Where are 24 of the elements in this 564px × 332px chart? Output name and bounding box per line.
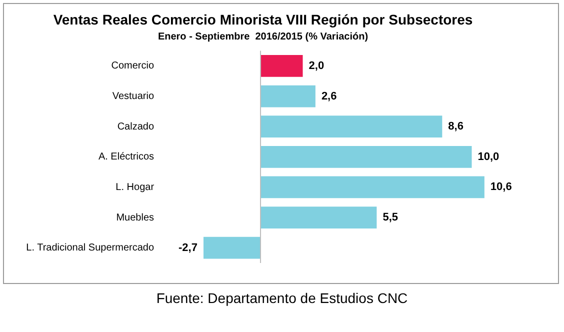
bar bbox=[260, 55, 303, 77]
y-tick-label: Vestuario bbox=[112, 91, 154, 102]
y-tick-label: Calzado bbox=[117, 121, 154, 132]
bar bbox=[260, 206, 377, 228]
data-label: 2,0 bbox=[308, 60, 324, 72]
data-label: 10,0 bbox=[478, 150, 500, 163]
source-note: Fuente: Departamento de Estudios CNC bbox=[155, 290, 409, 306]
y-tick-label: L. Hogar bbox=[116, 182, 155, 193]
bar bbox=[260, 85, 316, 108]
bar bbox=[260, 146, 472, 168]
data-label: 10,6 bbox=[490, 181, 512, 194]
chart-subtitle: Enero - Septiembre 2016/2015 (% Variación) bbox=[158, 32, 368, 43]
bar bbox=[260, 116, 442, 138]
y-tick-label: A. Eléctricos bbox=[98, 152, 154, 163]
y-tick-label: Comercio bbox=[111, 60, 154, 72]
chart-title: Ventas Reales Comercio Minorista VIII Región por Subsectores bbox=[53, 11, 473, 28]
y-tick-label: L. Tradicional Supermercado bbox=[26, 242, 154, 254]
data-label: 2,6 bbox=[321, 90, 337, 102]
data-label: 5,5 bbox=[382, 212, 398, 224]
data-label: 8,6 bbox=[448, 120, 464, 133]
bar bbox=[203, 236, 261, 259]
data-label: -2,7 bbox=[178, 242, 198, 254]
y-tick-label: Muebles bbox=[116, 212, 154, 224]
bar bbox=[260, 176, 484, 198]
